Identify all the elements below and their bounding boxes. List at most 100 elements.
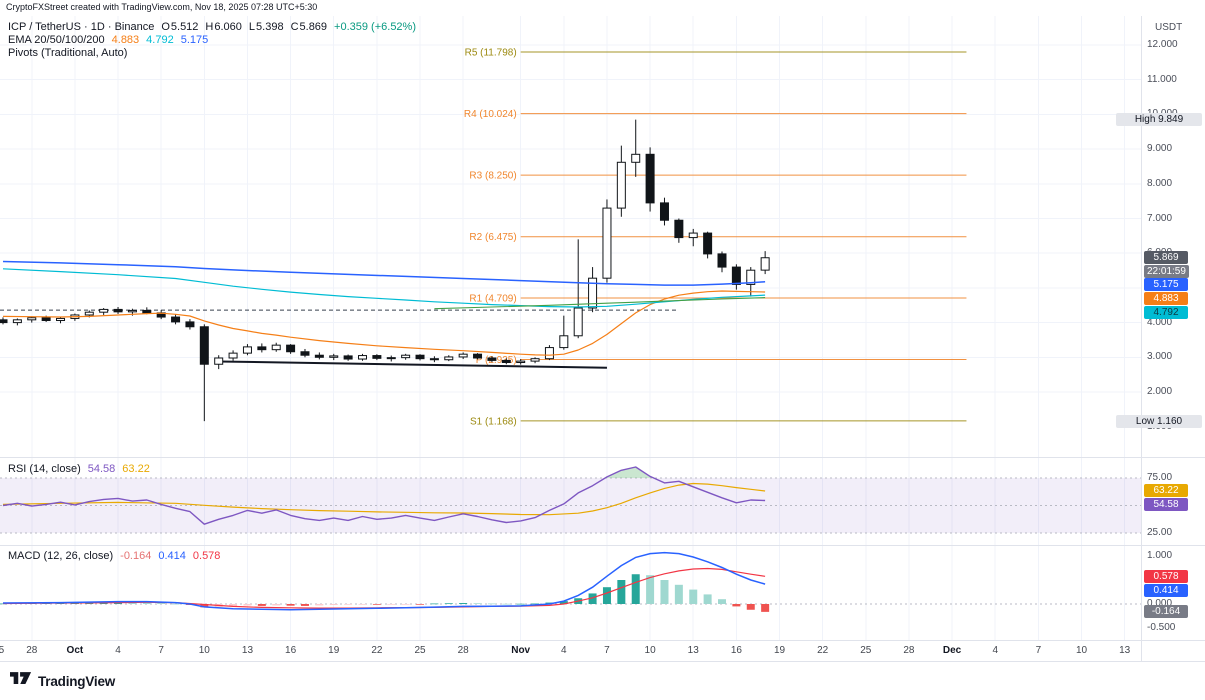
price-axis-separator — [1141, 16, 1142, 661]
tradingview-logo-icon[interactable] — [10, 671, 32, 691]
candle-body — [27, 317, 37, 321]
macd-histogram-bar — [372, 604, 381, 605]
macd-histogram-bar — [286, 604, 295, 606]
ema-legend: EMA 20/50/100/200 4.883 4.792 5.175 — [8, 34, 208, 46]
macd-value-badge: 0.578 — [1144, 569, 1188, 583]
time-tick-month: Nov — [511, 645, 531, 656]
time-tick-label: 28 — [903, 645, 915, 656]
trendline — [218, 360, 607, 369]
ema-lines — [2, 260, 766, 356]
panel-separator[interactable] — [0, 545, 1205, 546]
ema-label[interactable]: EMA 20/50/100/200 — [8, 34, 105, 46]
macd-histogram-bar — [128, 602, 137, 604]
time-tick-label: 16 — [730, 645, 742, 656]
candle-body — [516, 360, 526, 364]
macd-histogram-bar — [229, 604, 238, 607]
time-tick-label: 19 — [773, 645, 786, 656]
candle-body — [415, 354, 425, 360]
candle-body — [271, 344, 281, 351]
macd-legend: MACD (12, 26, close) -0.164 0.414 0.578 — [8, 550, 220, 562]
macd-histogram-bar — [502, 603, 511, 605]
time-tick-label: 25 — [860, 645, 872, 656]
attribution-text: CryptoFXStreet created with TradingView.… — [6, 2, 318, 12]
macd-histogram-bar — [387, 604, 396, 605]
candle-body — [645, 153, 655, 204]
price-tick-label: 11.000 — [1147, 73, 1177, 85]
drawings — [0, 309, 679, 369]
macd-histogram-bar — [200, 604, 209, 608]
ema-price-badge: 5.175 — [1144, 278, 1188, 292]
time-tick-label: 10 — [1075, 645, 1088, 656]
macd-histogram-bar — [588, 593, 597, 604]
rsi-value-badge: 63.22 — [1144, 484, 1188, 498]
high-price-label: High 9.849 — [1116, 113, 1202, 127]
macd-histogram-bar — [689, 589, 698, 604]
macd-tick-label: 0.000 — [1147, 598, 1173, 609]
time-tick-label: 25 — [414, 645, 426, 656]
time-tick-label: 7 — [604, 645, 610, 656]
price-tick-label: 2.000 — [1147, 386, 1173, 397]
candle-body — [99, 308, 109, 313]
rsi-label[interactable]: RSI (14, close) — [8, 463, 81, 475]
macd-histogram-bar — [272, 604, 281, 606]
rsi-legend: RSI (14, close) 54.58 63.22 — [8, 463, 150, 475]
candle-body — [674, 219, 684, 239]
candle-body — [588, 277, 598, 309]
macd-histogram-bar — [660, 580, 669, 604]
countdown-badge: 22:01:59 — [1144, 264, 1189, 278]
macd-tick-label: 1.000 — [1147, 550, 1173, 561]
axis-currency-label[interactable]: USDT — [1155, 22, 1183, 33]
macd-value-badge: -0.164 — [1144, 605, 1188, 619]
rsi-tick-label: 75.00 — [1147, 472, 1173, 483]
candle-body — [41, 317, 51, 322]
candle-body — [0, 319, 8, 324]
time-axis[interactable]: 25 28 Oct 4 7 10 13 16 19 22 25 28 Nov 4 7 10 13 16 19 22 25… — [0, 642, 1141, 660]
candle-body — [127, 309, 137, 313]
ema-price-badge: 4.883 — [1144, 292, 1188, 306]
macd-histogram-bar — [257, 604, 266, 606]
macd-histogram-bar — [300, 604, 309, 606]
candle-body — [329, 355, 339, 358]
footer: TradingView — [0, 662, 1205, 700]
pivots-label[interactable]: Pivots (Traditional, Auto) — [8, 47, 128, 59]
ema-price-badge: 4.792 — [1144, 306, 1188, 320]
rsi-series — [2, 466, 766, 525]
rsi-value: 54.58 — [87, 463, 116, 475]
rsi-overbought-fill — [605, 467, 654, 478]
candle-body — [746, 269, 756, 285]
macd-label[interactable]: MACD (12, 26, close) — [8, 550, 114, 562]
candle-body — [717, 253, 727, 268]
macd-tick-label: -0.500 — [1147, 622, 1176, 633]
time-tick-label: 7 — [1035, 645, 1042, 656]
candle-body — [731, 266, 741, 285]
macd-histogram-bar — [674, 584, 683, 604]
panel-separator[interactable] — [0, 457, 1205, 458]
change-value: +0.359 (+6.52%) — [334, 21, 416, 33]
time-tick-label: 16 — [285, 645, 297, 656]
macd-histogram-bar — [430, 603, 439, 605]
tradingview-logo-text[interactable]: TradingView — [38, 673, 116, 689]
candle-body — [616, 161, 626, 209]
candle-body — [84, 311, 94, 316]
pivots-legend: Pivots (Traditional, Auto) — [8, 47, 127, 59]
ohlc-close: C5.869 — [290, 21, 328, 33]
macd-histogram-bar — [617, 580, 626, 604]
time-tick-label: 28 — [26, 645, 38, 656]
candle-body — [286, 344, 296, 353]
candle-body — [544, 347, 554, 360]
candle-body — [659, 202, 669, 221]
candle-body — [487, 357, 497, 361]
rsi-line — [2, 482, 766, 516]
candle-body — [573, 307, 583, 337]
price-tick-label: 7.000 — [1147, 212, 1173, 224]
macd-histogram-bar — [732, 604, 741, 607]
symbol-title[interactable]: ICP / TetherUS · 1D · Binance — [8, 21, 155, 33]
macd-histogram-bar — [358, 604, 367, 605]
candle-body — [242, 346, 252, 354]
time-tick-label: 22 — [817, 645, 829, 656]
macd-histogram-bar — [646, 575, 655, 604]
macd-histogram-bar — [746, 604, 755, 610]
candle-body — [199, 326, 209, 365]
price-tick-label: 12.000 — [1147, 39, 1178, 50]
